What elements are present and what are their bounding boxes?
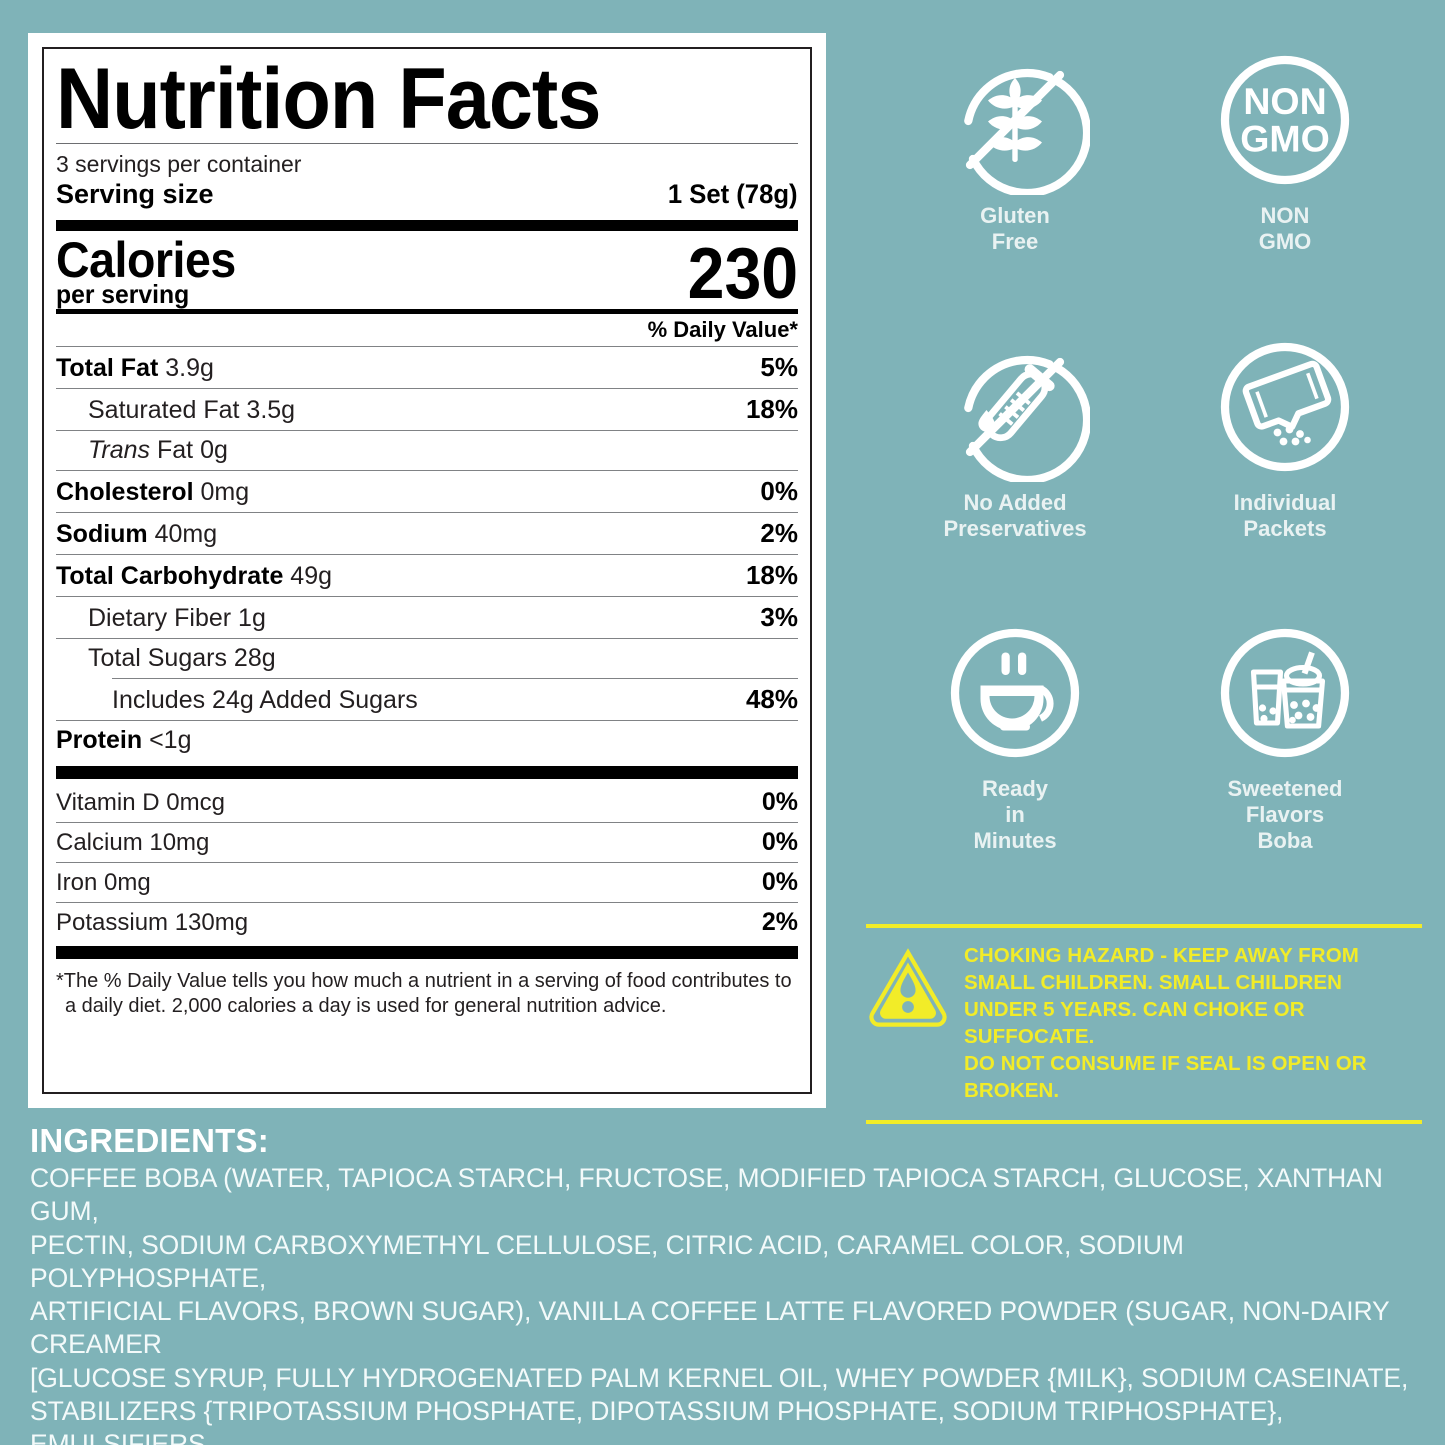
nutrient-daily-value: 18% <box>745 393 798 424</box>
nutrient-label: Saturated Fat 3.5g <box>88 395 296 424</box>
serving-size-label: Serving size <box>56 178 214 209</box>
nutrient-daily-value: 48% <box>745 683 798 714</box>
nutrient-label: Trans Fat 0g <box>88 435 228 464</box>
feature-badge-grid: Gluten Free NON GMO NON GMO <box>880 45 1420 905</box>
warning-triangle-icon <box>869 948 947 1027</box>
nutrient-rows: Total Fat 3.9g 5% Saturated Fat 3.5g 18% Tra… <box>56 345 798 760</box>
divider-thick-bottom <box>56 945 798 959</box>
micronutrient-row: Iron 0mg 0% <box>56 861 798 902</box>
ready-in-minutes-icon <box>950 629 1080 758</box>
nutrient-label: Total Carbohydrate 49g <box>56 561 333 590</box>
serving-size-value: 1 Set (78g) <box>668 178 798 209</box>
nutrition-facts-panel: Nutrition Facts 3 servings per container… <box>28 33 826 1108</box>
nutrient-label: Total Fat 3.9g <box>56 353 214 382</box>
nutrition-facts-title: Nutrition Facts <box>56 51 601 147</box>
badge-label: Sweetened Flavors Boba <box>1227 776 1343 854</box>
micronutrient-daily-value: 2% <box>761 907 798 936</box>
nutrient-row: Protein <1g <box>56 719 798 760</box>
calories-sublabel: per serving <box>56 278 190 309</box>
badge-individual-packets: Individual Packets <box>1150 332 1420 619</box>
badge-no-added-preservatives: No Added Preservatives <box>880 332 1150 619</box>
micronutrient-label: Potassium 130mg <box>56 908 249 936</box>
ingredients-body: COFFEE BOBA (WATER, TAPIOCA STARCH, FRUC… <box>30 1163 1409 1445</box>
calories-value: 230 <box>687 233 798 314</box>
badge-label: Gluten Free <box>980 203 1050 254</box>
nutrient-row: Dietary Fiber 1g 3% <box>56 595 798 638</box>
individual-packets-icon <box>1220 342 1350 471</box>
badge-label: NON GMO <box>1258 203 1312 254</box>
nutrient-daily-value: 18% <box>745 559 798 590</box>
sweetened-flavors-boba-icon <box>1220 629 1350 758</box>
nutrient-row: Cholesterol 0mg 0% <box>56 469 798 512</box>
nutrient-label: Cholesterol 0mg <box>56 477 250 506</box>
nutrient-label: Includes 24g Added Sugars <box>112 685 418 714</box>
nutrient-label: Sodium 40mg <box>56 519 218 548</box>
divider-title <box>56 142 798 144</box>
nutrient-row: Total Fat 3.9g 5% <box>56 345 798 388</box>
added-sugars-divider <box>112 677 798 679</box>
badge-gluten-free: Gluten Free <box>880 45 1150 332</box>
choking-hazard-warning: CHOKING HAZARD - KEEP AWAY FROM SMALL CH… <box>866 924 1422 1125</box>
gluten-free-icon <box>962 68 1090 195</box>
badge-non-gmo: NON GMO NON GMO <box>1150 45 1420 332</box>
warning-text: CHOKING HAZARD - KEEP AWAY FROM SMALL CH… <box>964 944 1367 1103</box>
nutrient-daily-value: 0% <box>760 475 798 506</box>
non-gmo-text-line2: GMO <box>1240 118 1330 160</box>
non-gmo-text-line1: NON <box>1243 80 1326 122</box>
divider-calories <box>56 308 798 314</box>
nutrient-daily-value: 3% <box>760 601 798 632</box>
nutrient-row: Saturated Fat 3.5g 18% <box>56 387 798 430</box>
nutrient-row: Includes 24g Added Sugars 48% <box>56 679 798 720</box>
ingredients-section: INGREDIENTS: COFFEE BOBA (WATER, TAPIOCA… <box>30 1122 1425 1445</box>
nutrient-daily-value: 2% <box>760 517 798 548</box>
micronutrient-label: Vitamin D 0mcg <box>56 788 225 816</box>
no-added-preservatives-icon <box>962 355 1090 482</box>
ingredients-heading: INGREDIENTS: <box>30 1122 269 1159</box>
micronutrient-row: Vitamin D 0mcg 0% <box>56 783 798 822</box>
calories-label: Calories <box>56 231 236 288</box>
badge-sweetened-flavors-boba: Sweetened Flavors Boba <box>1150 618 1420 905</box>
badge-label: No Added Preservatives <box>943 489 1087 541</box>
nutrient-daily-value: 5% <box>760 351 798 382</box>
nutrient-label: Total Sugars 28g <box>88 643 276 672</box>
micronutrient-daily-value: 0% <box>761 787 798 816</box>
divider-thick-top <box>56 219 798 231</box>
nutrient-row: Total Carbohydrate 49g 18% <box>56 553 798 596</box>
micronutrient-daily-value: 0% <box>761 867 798 896</box>
servings-per-container: 3 servings per container <box>56 150 302 177</box>
micronutrient-label: Calcium 10mg <box>56 828 210 856</box>
micronutrient-label: Iron 0mg <box>56 868 151 896</box>
non-gmo-icon: NON GMO <box>1220 55 1350 185</box>
micronutrient-row: Calcium 10mg 0% <box>56 821 798 862</box>
nutrient-row: Total Sugars 28g <box>56 637 798 678</box>
calories-row: Calories per serving 230 <box>56 231 798 314</box>
daily-value-header: % Daily Value* <box>647 316 798 342</box>
badge-label: Individual Packets <box>1233 489 1337 541</box>
serving-size-row: Serving size 1 Set (78g) <box>56 178 798 216</box>
micronutrient-rows: Vitamin D 0mcg 0% Calcium 10mg 0% Iron 0mg 0%… <box>56 783 798 942</box>
nutrient-row: Sodium 40mg 2% <box>56 511 798 554</box>
micronutrient-row: Potassium 130mg 2% <box>56 901 798 942</box>
nutrient-row: Trans Fat 0g <box>56 429 798 470</box>
daily-value-footnote: *The % Daily Value tells you how much a … <box>56 969 792 1018</box>
divider-thick-mid <box>56 765 798 779</box>
badge-ready-in-minutes: Ready in Minutes <box>880 618 1150 905</box>
micronutrient-daily-value: 0% <box>761 827 798 856</box>
nutrient-label: Dietary Fiber 1g <box>88 603 266 632</box>
badge-label: Ready in Minutes <box>973 776 1057 854</box>
nutrient-label: Protein <1g <box>56 725 192 754</box>
